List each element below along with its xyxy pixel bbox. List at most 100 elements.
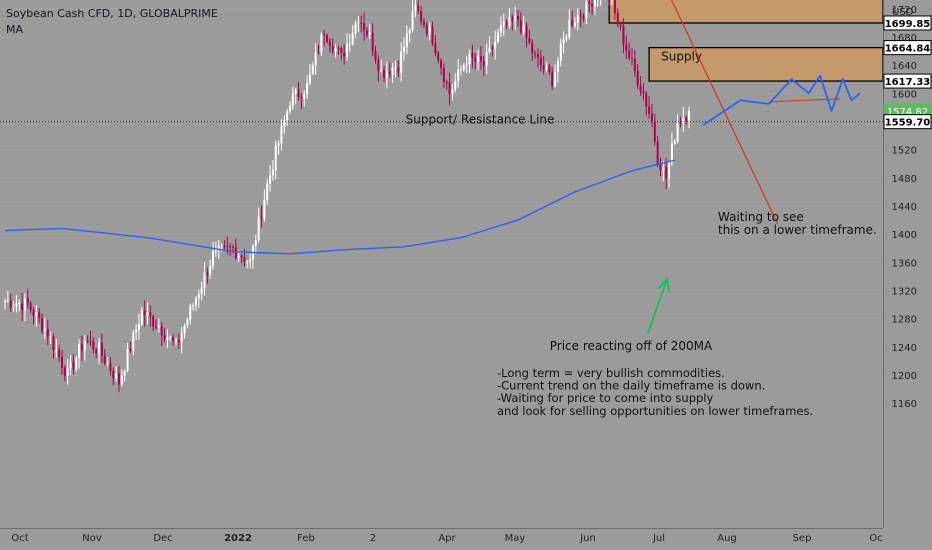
candle[interactable]	[328, 38, 331, 53]
candle[interactable]	[229, 242, 232, 256]
candle[interactable]	[41, 313, 44, 335]
candle[interactable]	[514, 6, 517, 31]
candle[interactable]	[360, 15, 363, 33]
candle[interactable]	[448, 72, 451, 106]
candle[interactable]	[491, 45, 494, 57]
candle[interactable]	[337, 45, 340, 55]
candle[interactable]	[368, 24, 371, 40]
candle[interactable]	[246, 259, 249, 269]
candle[interactable]	[78, 339, 81, 369]
candle[interactable]	[380, 59, 383, 73]
candle[interactable]	[542, 56, 545, 75]
candle[interactable]	[103, 348, 106, 366]
candle[interactable]	[175, 337, 177, 345]
candle[interactable]	[648, 96, 651, 119]
candle[interactable]	[653, 113, 656, 146]
candle[interactable]	[160, 322, 163, 347]
candle[interactable]	[645, 91, 648, 116]
candle[interactable]	[132, 329, 135, 356]
candle[interactable]	[223, 240, 226, 250]
candle[interactable]	[197, 289, 200, 308]
candle[interactable]	[263, 189, 266, 222]
candle[interactable]	[568, 9, 571, 40]
candle[interactable]	[488, 36, 491, 54]
candle[interactable]	[118, 366, 120, 393]
candle[interactable]	[363, 12, 366, 41]
candle[interactable]	[636, 64, 639, 89]
candle[interactable]	[326, 33, 329, 44]
candle[interactable]	[86, 335, 89, 344]
candle[interactable]	[149, 305, 152, 327]
candle[interactable]	[194, 296, 197, 311]
candle[interactable]	[445, 79, 448, 90]
candle[interactable]	[582, 13, 585, 22]
candle[interactable]	[411, 0, 414, 33]
candle[interactable]	[163, 328, 166, 343]
candle[interactable]	[52, 333, 55, 359]
candle[interactable]	[591, 0, 594, 15]
candle[interactable]	[414, 0, 417, 18]
candle[interactable]	[556, 57, 559, 83]
candle[interactable]	[340, 46, 343, 60]
candle[interactable]	[209, 259, 212, 279]
candle[interactable]	[479, 46, 482, 70]
candle[interactable]	[35, 305, 38, 327]
candle[interactable]	[431, 21, 434, 46]
candle[interactable]	[15, 295, 18, 313]
candle[interactable]	[574, 17, 576, 29]
candle[interactable]	[323, 29, 326, 47]
candle[interactable]	[206, 267, 209, 284]
candle[interactable]	[135, 323, 138, 341]
candle[interactable]	[334, 44, 337, 58]
candle[interactable]	[257, 207, 260, 243]
candle[interactable]	[297, 81, 300, 101]
candle[interactable]	[32, 307, 35, 325]
candle[interactable]	[12, 301, 15, 312]
candle[interactable]	[531, 39, 534, 61]
candle[interactable]	[69, 355, 72, 375]
candle[interactable]	[508, 7, 511, 29]
candle[interactable]	[354, 20, 357, 38]
candle[interactable]	[562, 31, 565, 54]
candle[interactable]	[26, 288, 29, 309]
candle[interactable]	[377, 55, 380, 82]
candle[interactable]	[474, 53, 477, 70]
candle[interactable]	[679, 116, 682, 128]
candle[interactable]	[471, 44, 474, 68]
candle[interactable]	[668, 161, 671, 189]
candle[interactable]	[254, 234, 257, 255]
candle[interactable]	[152, 314, 155, 332]
candle[interactable]	[234, 238, 237, 260]
candle[interactable]	[249, 253, 252, 269]
candle[interactable]	[371, 23, 374, 57]
candle[interactable]	[314, 43, 317, 75]
candle[interactable]	[611, 0, 614, 6]
candle[interactable]	[49, 331, 52, 344]
candle[interactable]	[58, 345, 61, 362]
candle[interactable]	[75, 355, 78, 372]
candle[interactable]	[442, 63, 445, 89]
candle[interactable]	[18, 299, 21, 312]
candle[interactable]	[665, 158, 668, 190]
candle[interactable]	[115, 366, 118, 382]
candle[interactable]	[351, 24, 354, 46]
candle[interactable]	[23, 293, 26, 321]
candle[interactable]	[277, 140, 280, 155]
candle[interactable]	[169, 335, 172, 342]
candle[interactable]	[422, 17, 425, 29]
candle[interactable]	[129, 341, 132, 354]
candle[interactable]	[545, 61, 548, 73]
candle[interactable]	[437, 50, 440, 64]
candle[interactable]	[365, 26, 368, 38]
candle[interactable]	[548, 63, 551, 76]
candle[interactable]	[405, 25, 408, 55]
candle[interactable]	[177, 333, 180, 350]
candle[interactable]	[280, 119, 283, 151]
candle[interactable]	[306, 75, 309, 100]
candle[interactable]	[519, 12, 522, 35]
candle[interactable]	[565, 34, 568, 43]
candle[interactable]	[274, 140, 277, 180]
candle[interactable]	[397, 60, 400, 78]
candle[interactable]	[631, 48, 633, 66]
candle[interactable]	[95, 347, 98, 359]
